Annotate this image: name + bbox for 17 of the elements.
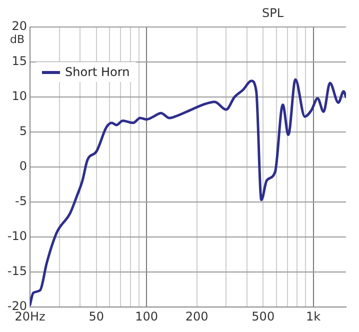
y-tick-label: 20 <box>12 19 27 34</box>
x-tick-label: 50 <box>88 309 104 324</box>
x-tick-label: 500 <box>252 309 275 324</box>
y-tick-label: -5 <box>15 194 27 208</box>
chart-title: SPL <box>262 6 284 20</box>
legend-label: Short Horn <box>65 65 130 79</box>
y-tick-label: 10 <box>12 89 27 104</box>
y-tick-label: 5 <box>19 124 27 138</box>
x-tick-label: 1k <box>306 309 321 324</box>
x-tick-label: 200 <box>185 309 208 324</box>
y-tick-label: 15 <box>12 54 27 68</box>
x-tick-label: 20Hz <box>14 309 46 324</box>
y-tick-label: -15 <box>7 264 27 278</box>
y-axis-title: dB <box>10 33 25 46</box>
y-tick-label: -10 <box>7 229 27 244</box>
x-tick-label: 100 <box>135 309 158 324</box>
y-tick-label: 0 <box>19 159 27 174</box>
